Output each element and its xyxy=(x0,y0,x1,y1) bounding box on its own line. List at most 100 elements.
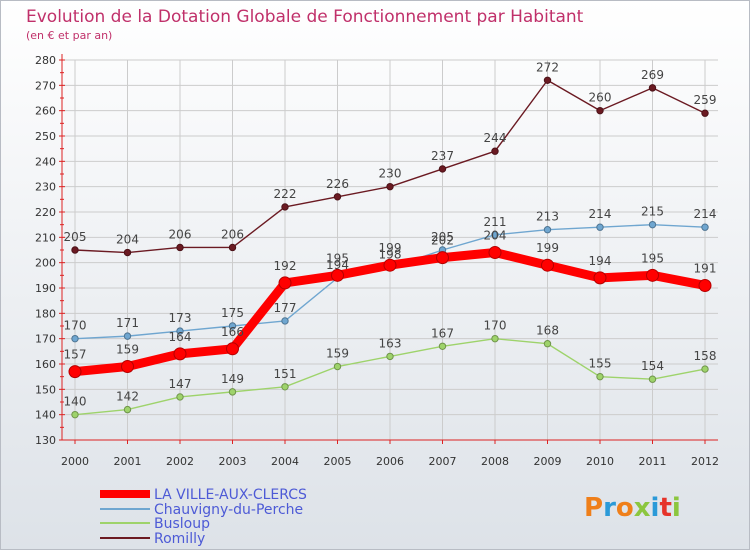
series-1-point-2009 xyxy=(543,226,552,234)
series-2-point-2003 xyxy=(228,388,237,396)
series-0-point-2003 xyxy=(228,243,237,252)
series-3-point-2007 xyxy=(436,251,449,265)
series-2-label-2003: 149 xyxy=(221,372,244,386)
series-0-label-2008: 244 xyxy=(484,131,507,145)
series-2-point-2001 xyxy=(123,405,132,414)
series-3-label-2002: 164 xyxy=(169,330,192,344)
series-1-label-2010: 214 xyxy=(589,207,612,221)
series-2-point-2008 xyxy=(491,334,499,343)
series-2-point-2005 xyxy=(333,362,342,371)
series-0-point-2000 xyxy=(71,246,79,254)
series-2-point-2009 xyxy=(543,340,552,348)
series-1-label-2007: 205 xyxy=(431,230,454,244)
y-tick-label-160: 160 xyxy=(35,358,56,371)
y-tick-label-270: 270 xyxy=(35,79,56,92)
logo-letter: P xyxy=(584,493,603,523)
series-3-label-2001: 159 xyxy=(116,343,139,357)
series-2-point-2006 xyxy=(386,352,394,361)
series-0-point-2001 xyxy=(123,248,132,257)
series-0-label-2006: 230 xyxy=(379,167,402,181)
series-3-point-2002 xyxy=(173,347,187,361)
series-2-point-2002 xyxy=(176,393,184,401)
logo-letter: i xyxy=(672,493,681,523)
y-tick-label-240: 240 xyxy=(35,155,56,168)
x-tick-label-2010: 2010 xyxy=(586,455,614,468)
x-tick-label-2006: 2006 xyxy=(376,455,404,468)
series-0-label-2005: 226 xyxy=(326,177,349,191)
series-2-point-2012 xyxy=(701,365,709,373)
series-2-label-2008: 170 xyxy=(484,319,507,333)
logo-letter: o xyxy=(616,493,634,523)
logo-letter: x xyxy=(634,493,651,523)
series-2-label-2011: 154 xyxy=(641,359,664,373)
y-tick-label-200: 200 xyxy=(35,257,56,270)
y-tick-label-150: 150 xyxy=(35,383,56,396)
x-tick-label-2002: 2002 xyxy=(166,455,194,468)
series-layer xyxy=(68,76,712,419)
x-tick-label-2004: 2004 xyxy=(271,455,299,468)
legend-label-3: Romilly xyxy=(154,531,205,547)
series-2-label-2001: 142 xyxy=(116,390,139,404)
series-3-label-2003: 166 xyxy=(221,325,244,339)
x-tick-label-2003: 2003 xyxy=(219,455,247,468)
series-1-point-2010 xyxy=(596,223,604,231)
series-0-point-2009 xyxy=(543,76,552,84)
series-0-label-2010: 260 xyxy=(589,91,612,105)
series-1-point-2012 xyxy=(701,223,709,231)
logo-letter: i xyxy=(651,493,660,523)
series-3-label-2006: 199 xyxy=(379,241,402,255)
series-0-point-2010 xyxy=(596,106,604,115)
series-1-label-2003: 175 xyxy=(221,306,244,320)
series-1-point-2000 xyxy=(71,334,79,343)
legend-label-0: LA VILLE-AUX-CLERCS xyxy=(154,487,307,503)
series-0-label-2000: 205 xyxy=(64,230,87,244)
series-2-point-2010 xyxy=(596,372,604,381)
series-3-label-2000: 157 xyxy=(64,348,87,362)
logo-letter: r xyxy=(603,493,616,523)
series-3-point-2005 xyxy=(331,268,344,282)
series-1-point-2008 xyxy=(491,231,499,239)
y-tick-label-260: 260 xyxy=(35,105,56,118)
y-tick-label-170: 170 xyxy=(35,333,56,346)
series-3-label-2009: 199 xyxy=(536,241,559,255)
series-0-label-2009: 272 xyxy=(536,60,559,74)
legend: LA VILLE-AUX-CLERCSChauvigny-du-PercheBu… xyxy=(100,487,307,547)
series-1-label-2012: 214 xyxy=(694,207,717,221)
series-3-label-2011: 195 xyxy=(641,251,664,265)
series-2-label-2009: 168 xyxy=(536,324,559,338)
series-1-label-2002: 173 xyxy=(169,311,192,325)
y-tick-label-250: 250 xyxy=(35,130,56,143)
series-3-label-2012: 191 xyxy=(694,261,717,275)
series-0-point-2002 xyxy=(176,243,184,252)
series-1-label-2006: 198 xyxy=(379,248,402,262)
series-3-point-2011 xyxy=(646,268,659,282)
series-3-point-2003 xyxy=(226,342,239,356)
logo-letter: t xyxy=(659,493,671,523)
series-0-label-2007: 237 xyxy=(431,149,454,163)
y-tick-label-190: 190 xyxy=(35,282,56,295)
series-3-point-2006 xyxy=(383,258,397,272)
series-2-label-2007: 167 xyxy=(431,326,454,340)
series-3-point-2001 xyxy=(121,360,134,374)
y-tick-label-220: 220 xyxy=(35,206,56,219)
series-3-label-2007: 202 xyxy=(431,234,454,248)
series-1-label-2009: 213 xyxy=(536,210,559,224)
x-tick-label-2007: 2007 xyxy=(429,455,457,468)
series-3-point-2009 xyxy=(541,258,554,272)
series-2-point-2000 xyxy=(71,410,79,419)
axis-layer: 130 140 150 160 170 180 190 200 210 220 230 240 250 2… xyxy=(35,54,719,468)
series-2-label-2000: 140 xyxy=(64,395,87,409)
series-3-point-2010 xyxy=(593,271,607,285)
y-tick-label-130: 130 xyxy=(35,434,56,447)
chart-title: Evolution de la Dotation Globale de Fonc… xyxy=(26,7,584,27)
series-0-point-2006 xyxy=(386,182,394,191)
series-3-point-2004 xyxy=(278,276,292,290)
x-tick-label-2012: 2012 xyxy=(691,455,719,468)
series-1-point-2002 xyxy=(176,327,184,335)
series-0-point-2004 xyxy=(281,203,289,211)
series-3-point-2008 xyxy=(488,246,502,260)
series-2-label-2004: 151 xyxy=(274,367,297,381)
chart-subtitle: (en € et par an) xyxy=(26,29,112,42)
